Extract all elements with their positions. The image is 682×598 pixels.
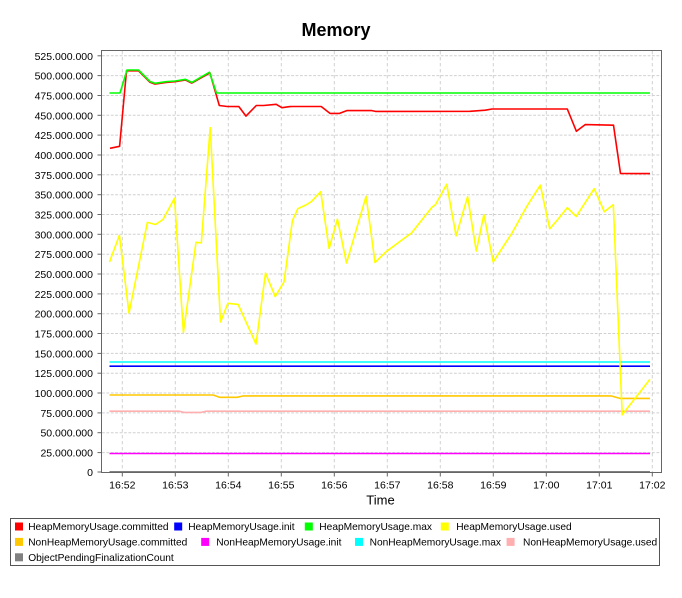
svg-text:HeapMemoryUsage.committed: HeapMemoryUsage.committed	[28, 522, 169, 533]
svg-text:500.000.000: 500.000.000	[35, 71, 94, 83]
svg-text:HeapMemoryUsage.max: HeapMemoryUsage.max	[319, 522, 432, 533]
svg-text:125.000.000: 125.000.000	[35, 368, 94, 380]
svg-text:16:52: 16:52	[109, 480, 135, 492]
svg-text:525.000.000: 525.000.000	[35, 51, 94, 63]
svg-text:400.000.000: 400.000.000	[35, 150, 94, 162]
svg-text:17:00: 17:00	[533, 480, 559, 492]
svg-text:16:59: 16:59	[480, 480, 506, 492]
svg-text:NonHeapMemoryUsage.used: NonHeapMemoryUsage.used	[523, 537, 658, 548]
svg-text:NonHeapMemoryUsage.max: NonHeapMemoryUsage.max	[370, 537, 501, 548]
svg-text:100.000.000: 100.000.000	[35, 388, 94, 400]
svg-text:300.000.000: 300.000.000	[35, 229, 94, 241]
svg-text:NonHeapMemoryUsage.init: NonHeapMemoryUsage.init	[216, 537, 341, 548]
svg-text:17:02: 17:02	[639, 480, 665, 492]
svg-text:16:58: 16:58	[427, 480, 453, 492]
svg-text:NonHeapMemoryUsage.committed: NonHeapMemoryUsage.committed	[28, 537, 187, 548]
svg-text:375.000.000: 375.000.000	[35, 170, 94, 182]
svg-text:75.000.000: 75.000.000	[40, 408, 93, 420]
svg-text:16:56: 16:56	[321, 480, 347, 492]
svg-text:275.000.000: 275.000.000	[35, 249, 94, 261]
svg-text:175.000.000: 175.000.000	[35, 329, 94, 341]
svg-text:25.000.000: 25.000.000	[40, 448, 93, 460]
svg-text:150.000.000: 150.000.000	[35, 348, 94, 360]
svg-text:16:55: 16:55	[268, 480, 294, 492]
svg-text:475.000.000: 475.000.000	[35, 91, 94, 103]
svg-text:16:54: 16:54	[215, 480, 241, 492]
svg-text:HeapMemoryUsage.used: HeapMemoryUsage.used	[456, 522, 572, 533]
svg-text:50.000.000: 50.000.000	[40, 428, 93, 440]
svg-text:16:53: 16:53	[162, 480, 188, 492]
svg-text:450.000.000: 450.000.000	[35, 110, 94, 122]
svg-text:325.000.000: 325.000.000	[35, 210, 94, 222]
svg-text:HeapMemoryUsage.init: HeapMemoryUsage.init	[188, 522, 295, 533]
svg-text:17:01: 17:01	[586, 480, 612, 492]
svg-text:250.000.000: 250.000.000	[35, 269, 94, 281]
svg-text:225.000.000: 225.000.000	[35, 289, 94, 301]
svg-text:200.000.000: 200.000.000	[35, 309, 94, 321]
svg-text:425.000.000: 425.000.000	[35, 130, 94, 142]
svg-text:Time: Time	[366, 493, 394, 508]
svg-text:Memory: Memory	[301, 20, 370, 40]
svg-text:16:57: 16:57	[374, 480, 400, 492]
svg-text:ObjectPendingFinalizationCount: ObjectPendingFinalizationCount	[28, 553, 174, 564]
svg-text:350.000.000: 350.000.000	[35, 190, 94, 202]
svg-text:0: 0	[87, 467, 93, 479]
